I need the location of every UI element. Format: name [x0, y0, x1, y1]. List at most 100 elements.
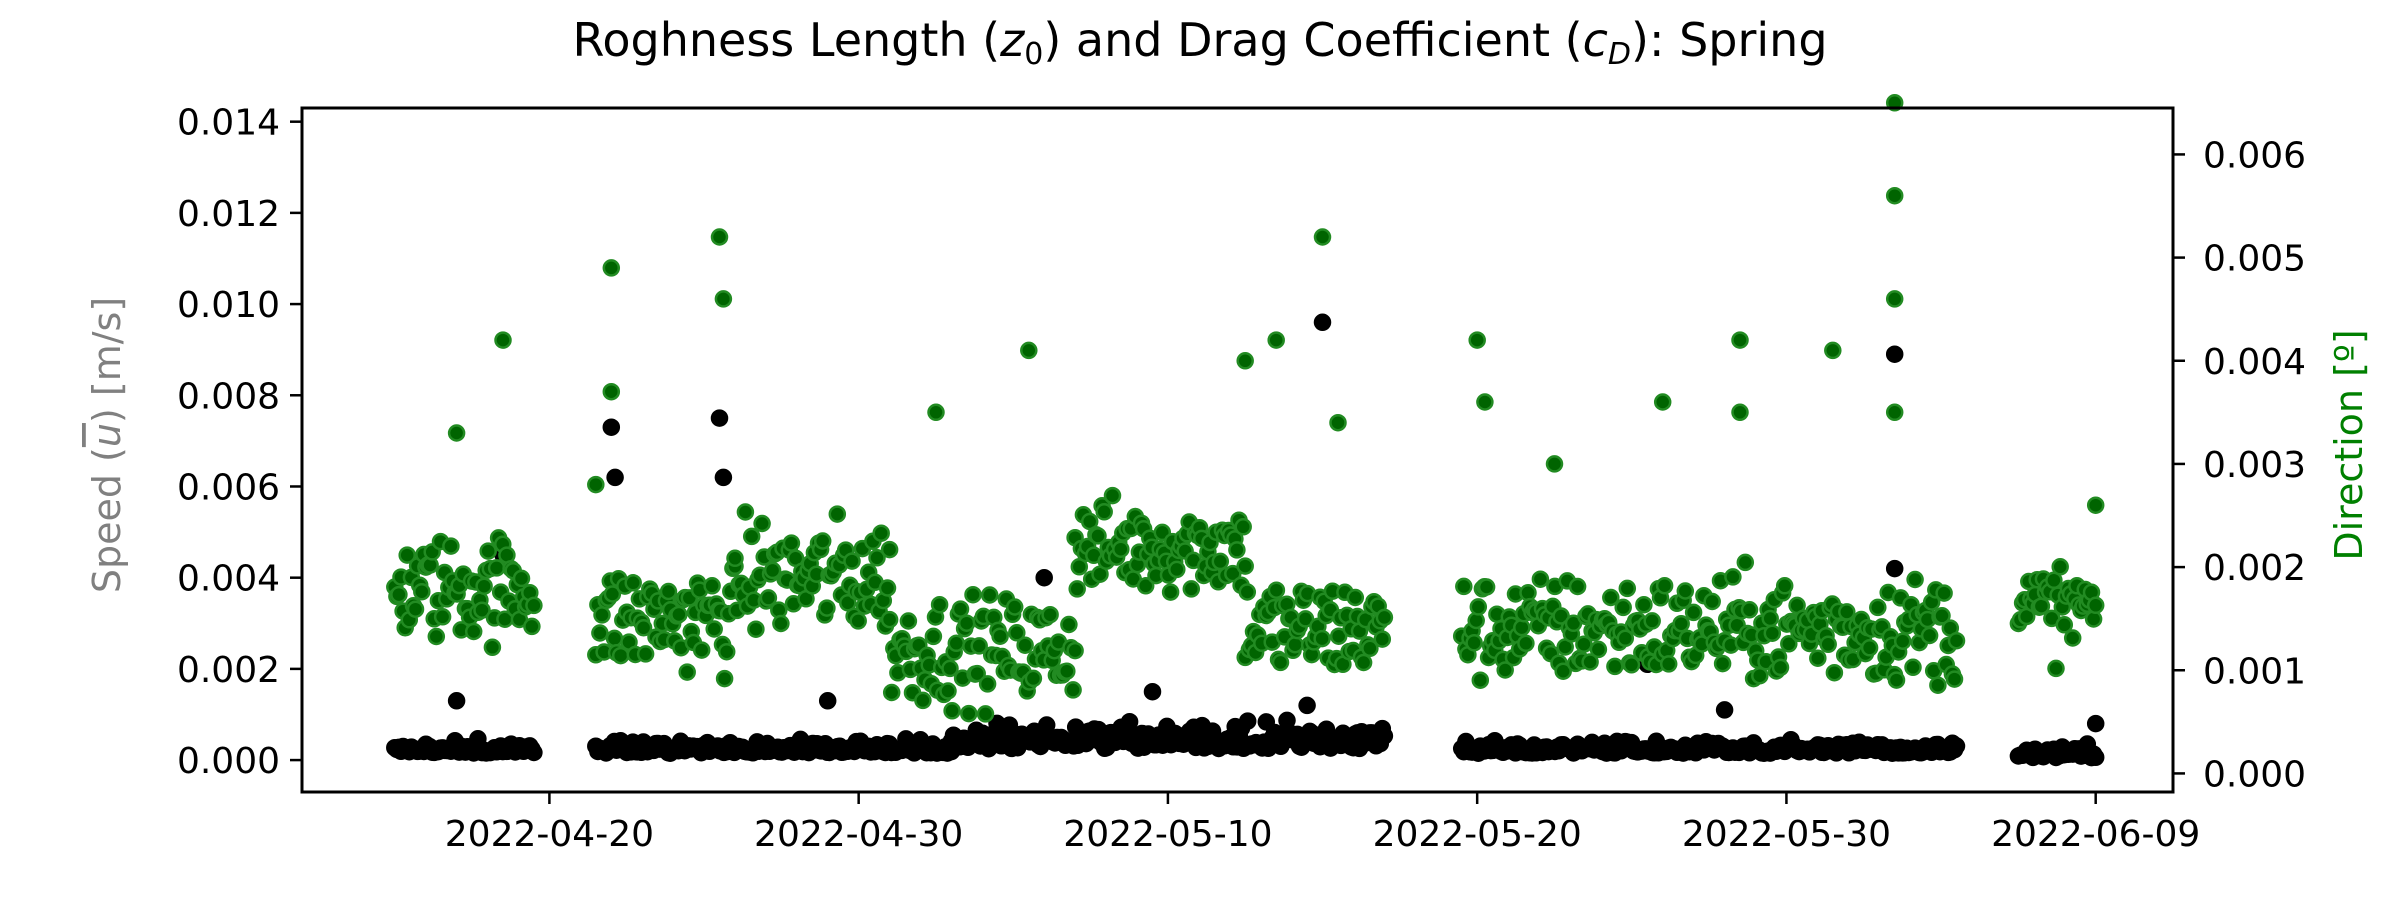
right-series-point	[1375, 608, 1394, 627]
scatter-points	[386, 94, 2105, 767]
right-series-point	[1736, 553, 1755, 572]
right-series-point	[1373, 630, 1392, 648]
right-series-point	[442, 537, 460, 555]
right-series-point	[611, 646, 630, 665]
right-series-point	[1058, 662, 1076, 680]
left-series-point	[1238, 712, 1257, 730]
right-series-point	[1271, 653, 1290, 672]
right-series-point	[1947, 631, 1966, 650]
right-series-point	[1471, 671, 1490, 689]
right-series-point	[1060, 615, 1078, 634]
left-series-point	[1298, 696, 1316, 715]
right-series-point	[2086, 596, 2105, 615]
right-series-point	[447, 424, 466, 442]
left-y-tick-label: 0.000	[177, 741, 280, 782]
right-series-point	[976, 705, 995, 723]
right-y-tick-label: 0.000	[2203, 754, 2306, 795]
right-series-point	[2051, 558, 2069, 576]
right-series-point	[1465, 634, 1483, 652]
right-series-point	[1771, 658, 1790, 677]
right-series-point	[1885, 403, 1904, 422]
right-series-point	[1740, 601, 1759, 619]
right-series-point	[427, 627, 446, 646]
right-series-point	[759, 589, 778, 607]
right-series-point	[1313, 228, 1332, 246]
right-series-point	[1885, 186, 1904, 205]
right-series-point	[1469, 598, 1488, 616]
x-tick-label: 2022-04-20	[445, 814, 654, 855]
right-series-point	[1136, 577, 1155, 595]
left-series-point	[1375, 727, 1394, 745]
right-series-point	[1761, 609, 1779, 628]
x-tick-label: 2022-04-30	[754, 814, 963, 855]
right-series-point	[1041, 605, 1059, 624]
right-series-point	[710, 228, 729, 246]
right-series-point	[1228, 541, 1246, 559]
x-tick-label: 2022-05-30	[1682, 814, 1891, 855]
right-series-point	[1552, 607, 1570, 625]
left-series-point	[606, 468, 624, 487]
right-series-point	[1296, 610, 1315, 628]
right-series-point	[1468, 331, 1486, 349]
left-y-tick-label: 0.006	[177, 467, 280, 508]
right-series-point	[413, 582, 431, 601]
left-series-point	[525, 743, 543, 762]
right-series-point	[591, 624, 609, 642]
right-series-point	[1554, 662, 1572, 680]
right-series-point	[1477, 578, 1496, 596]
x-tick-label: 2022-05-20	[1373, 814, 1582, 855]
right-series-point	[818, 599, 836, 617]
right-series-point	[978, 675, 997, 693]
right-series-point	[1920, 626, 1939, 645]
right-series-point	[1869, 598, 1887, 617]
right-series-point	[914, 691, 932, 710]
right-series-point	[659, 582, 678, 601]
right-series-point	[2055, 616, 2074, 634]
right-series-point	[736, 503, 755, 521]
left-y-tick-label: 0.014	[177, 103, 280, 144]
right-series-point	[1329, 627, 1348, 645]
right-series-point	[717, 642, 736, 661]
right-series-point	[968, 664, 986, 683]
right-series-point	[475, 577, 493, 595]
right-series-point	[1606, 657, 1624, 676]
right-series-point	[1703, 592, 1721, 611]
right-series-point	[1819, 635, 1837, 654]
right-series-point	[878, 579, 897, 597]
right-series-point	[1655, 576, 1674, 595]
right-series-point	[1005, 598, 1024, 616]
right-series-point	[1236, 557, 1254, 575]
right-series-point	[1224, 564, 1242, 583]
right-series-point	[464, 622, 483, 641]
right-series-point	[880, 610, 899, 629]
right-series-point	[726, 549, 744, 568]
right-series-point	[1589, 640, 1608, 659]
right-y-tick-label: 0.004	[2203, 342, 2306, 383]
right-series-point	[1267, 581, 1286, 599]
right-series-point	[872, 524, 890, 542]
right-series-point	[1775, 577, 1794, 595]
right-series-point	[1476, 393, 1494, 411]
right-series-point	[1517, 634, 1535, 653]
right-series-point	[433, 608, 452, 626]
right-series-point	[1064, 681, 1082, 699]
right-series-point	[714, 290, 733, 308]
right-y-tick-label: 0.003	[2203, 445, 2306, 486]
left-y-tick-label: 0.002	[177, 650, 280, 691]
plot-area-frame	[300, 106, 2175, 794]
left-series-point	[602, 418, 621, 436]
right-series-point	[1616, 629, 1635, 648]
right-y-tick-label: 0.002	[2203, 548, 2306, 589]
right-series-point	[703, 577, 721, 595]
left-series-point	[1885, 345, 1904, 363]
right-series-point	[1581, 653, 1599, 671]
right-series-point	[715, 669, 734, 688]
right-series-point	[398, 546, 416, 564]
right-series-point	[991, 627, 1009, 645]
right-series-point	[678, 663, 696, 681]
right-series-point	[849, 612, 867, 630]
right-series-point	[1929, 676, 1947, 694]
right-series-point	[1622, 656, 1641, 674]
right-series-point	[593, 606, 611, 624]
right-series-point	[587, 475, 605, 494]
